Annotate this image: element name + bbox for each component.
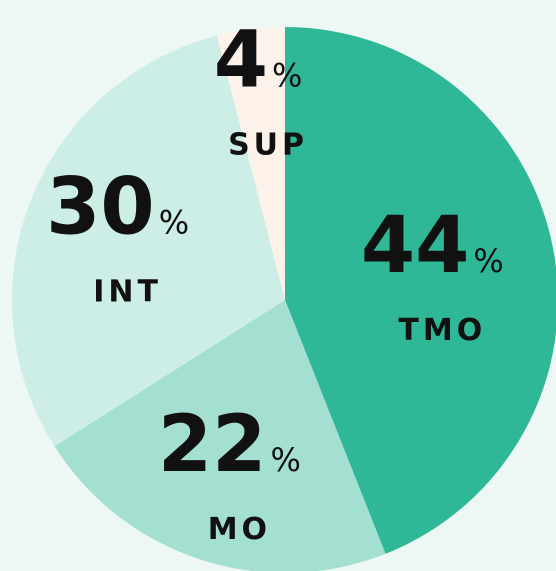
value-number: 22 xyxy=(158,400,267,490)
pie-slice xyxy=(217,27,285,300)
slice-label: SUP xyxy=(228,128,308,163)
slice-label: TMO xyxy=(398,313,486,348)
pie-slice xyxy=(11,35,285,447)
slice-label: INT xyxy=(93,275,162,310)
slice-label: MO xyxy=(208,512,271,547)
value-number: 4 xyxy=(214,16,268,106)
value-number: 44 xyxy=(361,201,470,291)
slice-value: 22% xyxy=(158,400,301,490)
value-unit: % xyxy=(272,57,302,95)
slice-value: 4% xyxy=(214,16,303,106)
value-unit: % xyxy=(473,242,503,280)
slice-value: 30% xyxy=(46,163,189,253)
slice-value: 44% xyxy=(361,201,504,291)
value-unit: % xyxy=(270,441,300,479)
value-unit: % xyxy=(159,204,189,242)
pie-slice xyxy=(285,27,556,554)
pie-slice xyxy=(54,300,386,571)
value-number: 30 xyxy=(46,163,155,253)
